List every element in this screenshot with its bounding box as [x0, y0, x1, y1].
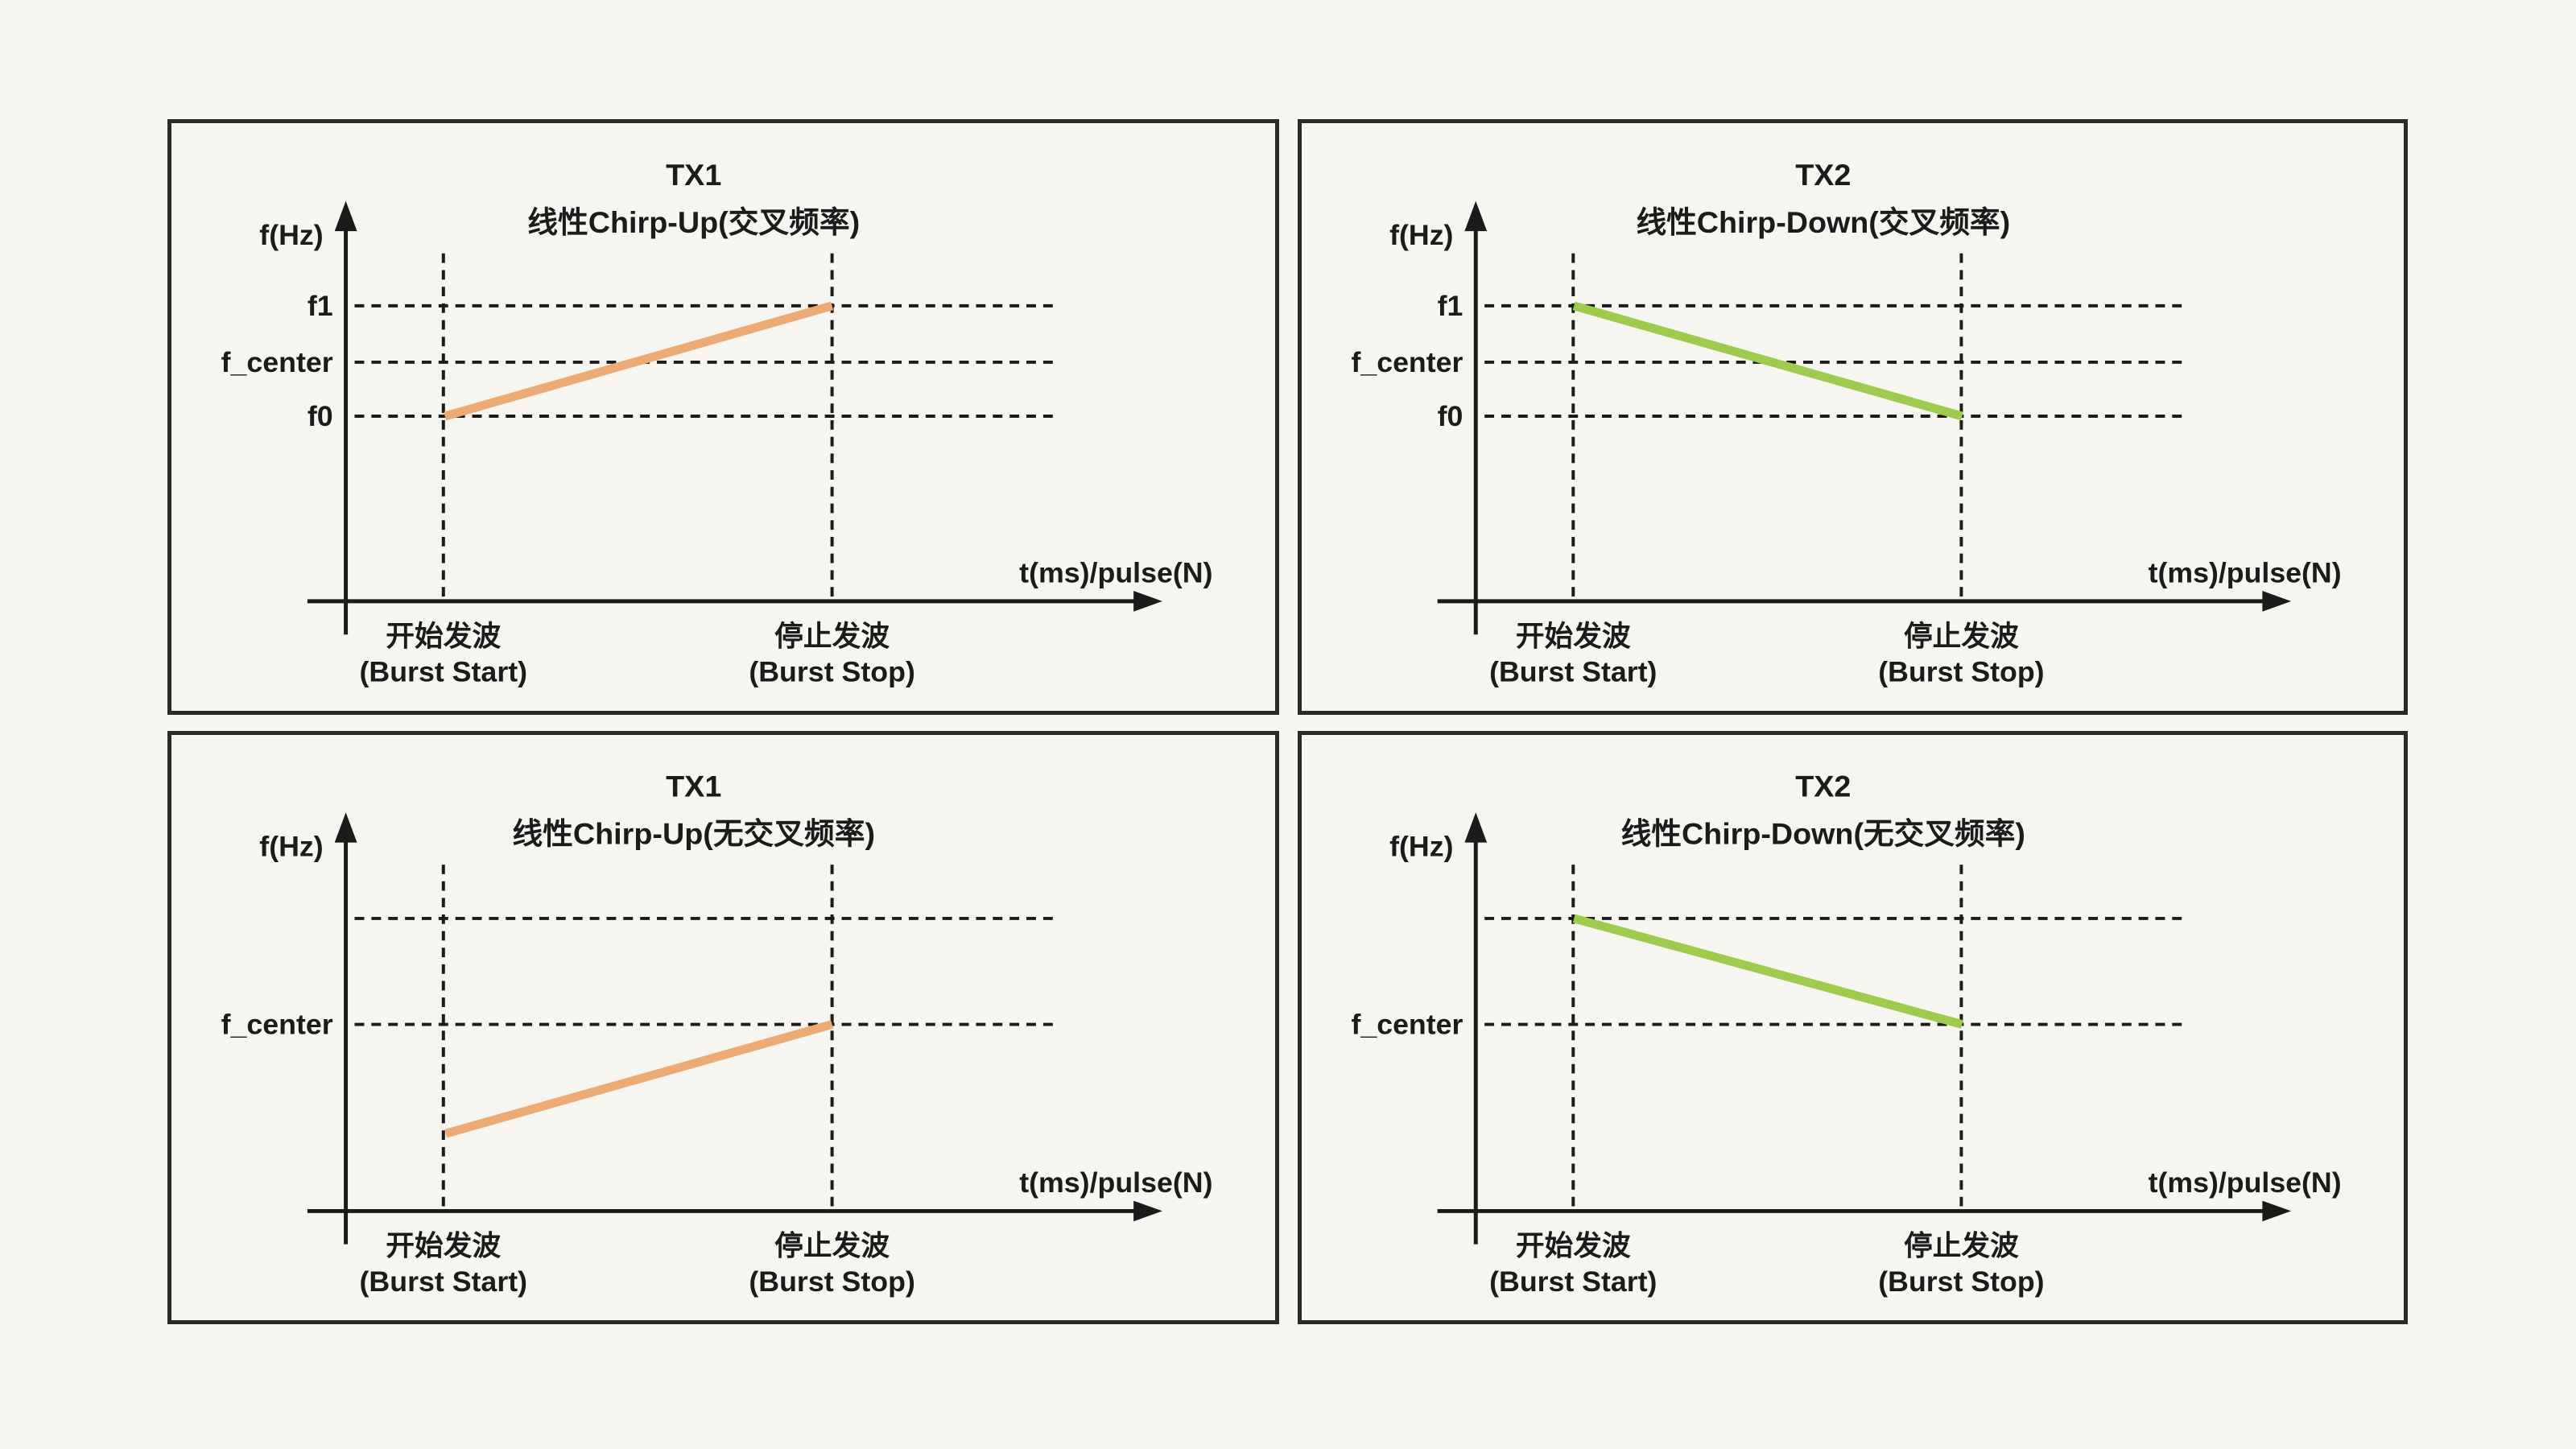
burst-start-label-en: (Burst Start)	[360, 656, 528, 688]
burst-stop-label-en: (Burst Stop)	[1878, 656, 2044, 688]
burst-start-label-cn: 开始发波	[1516, 620, 1631, 652]
x-axis-label: t(ms)/pulse(N)	[2149, 556, 2342, 588]
y-axis-label: f(Hz)	[1389, 831, 1453, 863]
y-axis-label: f(Hz)	[259, 831, 323, 863]
y-axis-arrow-icon	[334, 812, 357, 843]
tick-f-center: f_center	[1351, 1009, 1463, 1041]
panel-tx2-noncrossed: TX2 线性Chirp-Down(无交叉频率) f(Hz) t(ms)/puls…	[1298, 731, 2408, 1324]
panel-title-line1: TX2	[1795, 158, 1851, 192]
tick-f-center: f_center	[221, 346, 333, 378]
burst-stop-label-en: (Burst Stop)	[749, 656, 915, 688]
burst-stop-label-en: (Burst Stop)	[1878, 1265, 2044, 1298]
chirp-plot-tx2-noncrossed: TX2 线性Chirp-Down(无交叉频率) f(Hz) t(ms)/puls…	[1351, 770, 2342, 1298]
burst-start-label-cn: 开始发波	[386, 1230, 501, 1262]
x-axis-label: t(ms)/pulse(N)	[1019, 1166, 1212, 1199]
burst-stop-label-cn: 停止发波	[774, 1230, 890, 1262]
tick-f-center: f_center	[1351, 346, 1463, 378]
y-axis-label: f(Hz)	[1389, 219, 1453, 251]
y-axis-arrow-icon	[334, 200, 357, 232]
x-axis-arrow-icon	[2262, 1200, 2292, 1222]
burst-stop-label-en: (Burst Stop)	[749, 1265, 915, 1298]
chirp-line	[1572, 914, 1963, 1029]
panel-title-line2: 线性Chirp-Up(无交叉频率)	[512, 817, 875, 851]
burst-start-label-en: (Burst Start)	[360, 1265, 528, 1298]
y-axis-arrow-icon	[1464, 200, 1488, 232]
chirp-line	[444, 301, 834, 421]
chirp-plot-tx1-noncrossed: TX1 线性Chirp-Up(无交叉频率) f(Hz) t(ms)/pulse(…	[221, 770, 1213, 1298]
y-axis-label: f(Hz)	[259, 219, 323, 251]
burst-start-label-cn: 开始发波	[1516, 1230, 1631, 1262]
x-axis-label: t(ms)/pulse(N)	[2149, 1166, 2342, 1199]
panel-title-line1: TX1	[666, 770, 721, 803]
tick-f0: f0	[1438, 400, 1463, 432]
burst-start-label-en: (Burst Start)	[1489, 1265, 1657, 1298]
chirp-line	[1572, 301, 1963, 421]
panel-title-line1: TX2	[1795, 770, 1851, 803]
x-axis-arrow-icon	[1133, 1200, 1162, 1222]
chirp-plot-tx2-crossed: TX2 线性Chirp-Down(交叉频率) f(Hz) t(ms)/pulse…	[1351, 158, 2342, 688]
panel-title-line2: 线性Chirp-Down(无交叉频率)	[1621, 817, 2025, 851]
tick-f0: f0	[308, 400, 333, 432]
x-axis-label: t(ms)/pulse(N)	[1019, 556, 1212, 588]
panel-title-line2: 线性Chirp-Up(交叉频率)	[527, 205, 860, 239]
x-axis-arrow-icon	[1133, 591, 1162, 612]
burst-stop-label-cn: 停止发波	[1904, 620, 2019, 652]
x-axis-arrow-icon	[2262, 591, 2292, 612]
panel-tx1-noncrossed: TX1 线性Chirp-Up(无交叉频率) f(Hz) t(ms)/pulse(…	[167, 731, 1279, 1324]
panel-tx2-crossed: TX2 线性Chirp-Down(交叉频率) f(Hz) t(ms)/pulse…	[1298, 119, 2408, 715]
burst-start-label-en: (Burst Start)	[1489, 656, 1657, 688]
burst-stop-label-cn: 停止发波	[1904, 1230, 2019, 1262]
y-axis-arrow-icon	[1464, 812, 1488, 843]
chirp-plot-tx1-crossed: TX1 线性Chirp-Up(交叉频率) f(Hz) t(ms)/pulse(N…	[221, 158, 1213, 688]
burst-start-label-cn: 开始发波	[386, 620, 501, 652]
tick-f1: f1	[1438, 290, 1463, 322]
chirp-line	[444, 1020, 834, 1138]
panel-title-line2: 线性Chirp-Down(交叉频率)	[1636, 205, 2010, 239]
panel-title-line1: TX1	[666, 158, 721, 192]
burst-stop-label-cn: 停止发波	[774, 620, 890, 652]
panel-tx1-crossed: TX1 线性Chirp-Up(交叉频率) f(Hz) t(ms)/pulse(N…	[167, 119, 1279, 715]
tick-f1: f1	[308, 290, 333, 322]
tick-f-center: f_center	[221, 1009, 333, 1041]
